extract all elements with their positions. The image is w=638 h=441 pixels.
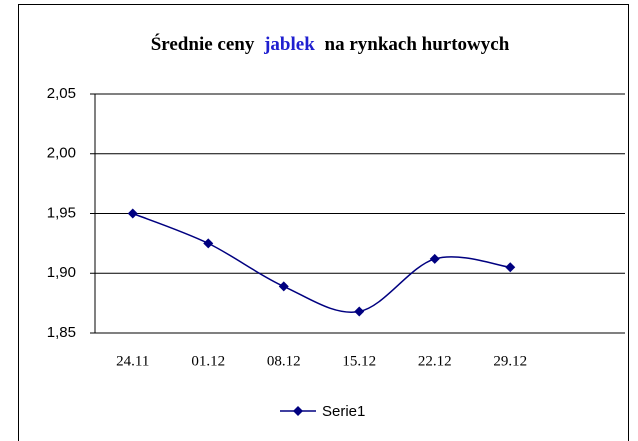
title-highlight: jablek (263, 34, 315, 55)
x-tick-label: 01.12 (191, 353, 225, 369)
x-tick-label: 24.11 (116, 353, 149, 369)
data-point (127, 208, 138, 219)
data-point (429, 253, 440, 264)
legend-marker (293, 406, 303, 416)
data-point (203, 238, 214, 249)
y-tick-label: 2,00 (47, 145, 76, 162)
x-tick-label: 22.12 (418, 353, 452, 369)
y-tick-label: 1,95 (47, 204, 76, 221)
chart-frame (18, 4, 629, 441)
x-tick-label: 08.12 (267, 353, 301, 369)
title-part: Średnie ceny (151, 33, 255, 55)
x-tick-label: 29.12 (493, 353, 527, 369)
y-tick-label: 1,90 (47, 264, 76, 281)
legend-label: Serie1 (322, 403, 365, 420)
y-tick-label: 1,85 (47, 324, 76, 341)
x-tick-label: 15.12 (342, 353, 376, 369)
data-point (354, 306, 365, 317)
data-point (505, 262, 516, 273)
title-part: na rynkach hurtowych (325, 34, 510, 55)
chart-title: Średnie ceny jablek na rynkach hurtowych (151, 33, 510, 55)
y-tick-label: 2,05 (47, 85, 76, 102)
data-point (278, 281, 289, 292)
